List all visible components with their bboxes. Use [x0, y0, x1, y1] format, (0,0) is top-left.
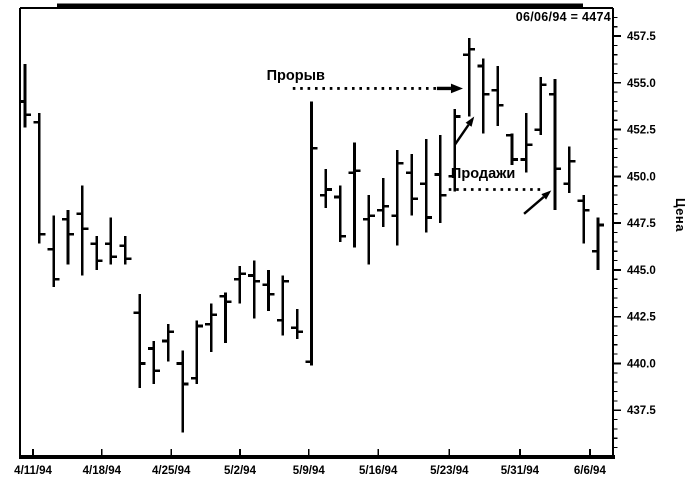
annotation-breakout: Прорыв — [267, 68, 463, 94]
ohlc-bar — [176, 350, 189, 433]
y-tick-label: 457.5 — [627, 31, 656, 43]
sell-pointer-arrow — [523, 190, 552, 215]
breakout-label: Прорыв — [267, 68, 325, 84]
ohlc-bar — [276, 275, 289, 336]
header-annotation: 06/06/94 = 4474 — [516, 10, 611, 24]
ohlc-bar — [219, 292, 232, 343]
ohlc-bar — [190, 320, 203, 385]
ohlc-bar — [104, 217, 117, 265]
ohlc-bar — [305, 101, 318, 366]
y-tick-label: 442.5 — [627, 312, 656, 324]
ohlc-bar — [491, 65, 504, 126]
ohlc-bar — [506, 133, 519, 166]
y-tick-label: 450.0 — [627, 171, 656, 183]
y-tick-label: 452.5 — [627, 125, 656, 137]
x-tick-label: 5/31/94 — [501, 465, 540, 477]
ohlc-bar — [434, 135, 447, 224]
breakout-arrow-head — [450, 83, 463, 94]
x-axis: 4/11/94 4/18/94 4/25/94 5/2/94 5/9/94 5/16/94… — [14, 449, 606, 477]
y-axis: 457.5 455.0 452.5 450.0 447.5 445.0 442.5 440.0… — [613, 16, 656, 449]
ohlc-bar — [577, 195, 590, 244]
ohlc-bar — [520, 112, 533, 173]
ohlc-bar — [362, 195, 375, 265]
y-axis-title: Цена — [673, 198, 688, 232]
ohlc-bar — [420, 138, 433, 233]
sell-pointer-arrow-head — [541, 190, 552, 200]
sell-pointer-arrow-head — [465, 116, 475, 127]
ohlc-bar — [162, 324, 175, 362]
ohlc-bar — [377, 178, 390, 227]
y-tick-label: 447.5 — [627, 218, 656, 230]
ohlc-bar — [61, 210, 74, 265]
ohlc-bar — [591, 217, 604, 270]
y-tick-label: 455.0 — [627, 78, 656, 90]
y-tick-label: 445.0 — [627, 265, 656, 277]
ohlc-bar — [334, 185, 347, 242]
sell-pointer-arrow — [453, 116, 475, 146]
ohlc-bar — [248, 260, 261, 319]
sell-pointer-arrow-shaft — [453, 124, 470, 146]
ohlc-bar — [47, 215, 60, 287]
x-tick-label: 5/16/94 — [359, 465, 398, 477]
ohlc-bar — [33, 112, 46, 244]
ohlc-bar — [147, 341, 160, 385]
ohlc-bar — [133, 294, 146, 388]
ohlc-bar — [549, 79, 562, 211]
ohlc-bar — [319, 168, 332, 209]
breakout-arrow — [436, 83, 463, 94]
ohlc-bar — [348, 142, 361, 248]
ohlc-bar — [233, 266, 246, 304]
ohlc-bar — [391, 150, 404, 246]
x-tick-label: 5/2/94 — [224, 465, 257, 477]
y-tick-label: 440.0 — [627, 358, 656, 370]
ohlc-bar — [291, 309, 304, 340]
ohlc-bar — [448, 109, 461, 192]
x-tick-label: 5/9/94 — [293, 465, 326, 477]
annotation-sell: Продажи — [448, 116, 552, 215]
ohlc-bar — [463, 37, 476, 117]
ohlc-bar — [563, 146, 576, 194]
y-tick-label: 437.5 — [627, 405, 656, 417]
ohlc-bar — [534, 77, 547, 136]
ohlc-bar — [205, 303, 218, 353]
x-tick-label: 5/23/94 — [430, 465, 469, 477]
ohlc-bar — [90, 236, 103, 270]
x-tick-label: 6/6/94 — [574, 465, 607, 477]
ohlc-bar — [76, 185, 89, 276]
ohlc-bar — [119, 236, 132, 265]
sell-label: Продажи — [451, 166, 515, 182]
sell-pointer-arrow-shaft — [523, 196, 545, 215]
ohlc-bar — [262, 269, 275, 312]
ohlc-bar — [477, 58, 490, 134]
x-tick-label: 4/18/94 — [83, 465, 122, 477]
scan-smudge-top-edge — [57, 3, 583, 8]
x-tick-label: 4/11/94 — [14, 465, 52, 477]
ohlc-bar — [18, 64, 31, 128]
x-tick-label: 4/25/94 — [152, 465, 191, 477]
ohlc-bar — [405, 153, 418, 216]
price-bars — [18, 37, 604, 433]
